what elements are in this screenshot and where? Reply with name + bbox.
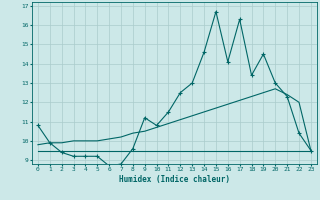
X-axis label: Humidex (Indice chaleur): Humidex (Indice chaleur) — [119, 175, 230, 184]
